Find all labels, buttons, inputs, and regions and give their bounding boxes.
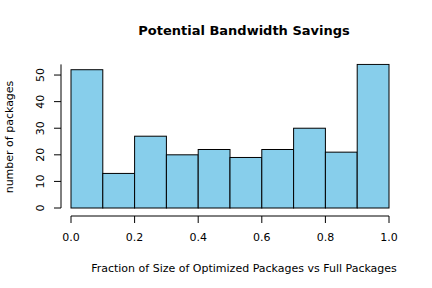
y-tick-label: 30 xyxy=(34,121,47,135)
bar xyxy=(166,155,198,208)
y-tick xyxy=(54,128,61,129)
x-tick-label: 1.0 xyxy=(380,231,398,244)
y-tick-label: 50 xyxy=(34,68,47,82)
y-tick-label: 10 xyxy=(34,174,47,188)
x-tick-label: 0.8 xyxy=(317,231,335,244)
bar xyxy=(294,128,326,208)
y-axis-label: number of packages xyxy=(3,80,16,193)
x-tick xyxy=(261,216,262,223)
x-tick xyxy=(71,216,72,223)
x-tick xyxy=(198,216,199,223)
x-tick-label: 0.6 xyxy=(253,231,271,244)
y-axis-line xyxy=(61,64,62,208)
background xyxy=(0,0,432,288)
y-tick xyxy=(54,75,61,76)
y-tick-label: 40 xyxy=(34,95,47,109)
x-tick xyxy=(134,216,135,223)
bar xyxy=(198,149,230,208)
x-tick-label: 0.0 xyxy=(62,231,80,244)
y-tick xyxy=(54,101,61,102)
y-tick xyxy=(54,181,61,182)
chart: 0.0 0.2 0.4 0.6 0.8 1.0 0 10 20 30 40 50 Potential B… xyxy=(0,0,432,288)
y-tick xyxy=(54,208,61,209)
x-axis-label: Fraction of Size of Optimized Packages v… xyxy=(91,262,397,275)
y-tick xyxy=(54,154,61,155)
bar xyxy=(357,64,389,208)
x-tick xyxy=(389,216,390,223)
y-tick-label: 0 xyxy=(34,205,47,212)
title: Potential Bandwidth Savings xyxy=(138,23,350,38)
bar xyxy=(103,173,135,208)
x-axis-line xyxy=(71,216,389,217)
bar xyxy=(325,152,357,208)
bar xyxy=(135,136,167,208)
bar xyxy=(71,70,103,208)
bars xyxy=(71,64,389,208)
y-tick-label: 20 xyxy=(34,148,47,162)
bar xyxy=(230,157,262,208)
x-tick-label: 0.2 xyxy=(126,231,144,244)
x-tick-label: 0.4 xyxy=(189,231,207,244)
bar xyxy=(262,149,294,208)
x-tick xyxy=(325,216,326,223)
